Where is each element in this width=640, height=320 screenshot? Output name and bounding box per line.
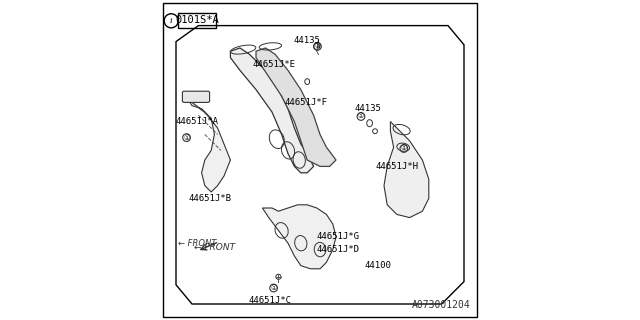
Text: i: i [170,17,173,25]
Text: ①: ① [314,44,321,49]
Text: ← FRONT: ← FRONT [194,244,235,252]
Text: ①: ① [184,135,189,140]
Text: 44651J*A: 44651J*A [175,117,218,126]
Text: ①: ① [358,114,364,119]
PathPatch shape [256,48,336,166]
Text: 44651J*D: 44651J*D [316,245,359,254]
FancyBboxPatch shape [182,91,210,102]
Text: 0101S*A: 0101S*A [175,15,219,26]
Text: ①: ① [271,285,276,291]
Text: 44651J*H: 44651J*H [375,162,419,171]
PathPatch shape [186,96,230,192]
Text: A073001204: A073001204 [412,300,470,310]
Text: 44651J*B: 44651J*B [188,194,231,203]
Text: 44651J*F: 44651J*F [284,98,327,107]
PathPatch shape [230,48,314,173]
Text: 44651J*C: 44651J*C [249,296,292,305]
Text: 44135: 44135 [294,36,321,44]
Text: 44651J*E: 44651J*E [252,60,295,68]
Text: 44651J*G: 44651J*G [316,232,359,241]
PathPatch shape [384,122,429,218]
PathPatch shape [262,205,336,269]
Text: 44135: 44135 [355,104,381,113]
Text: ← FRONT: ← FRONT [178,239,216,248]
Text: ①: ① [401,146,407,151]
Text: 44100: 44100 [364,261,391,270]
